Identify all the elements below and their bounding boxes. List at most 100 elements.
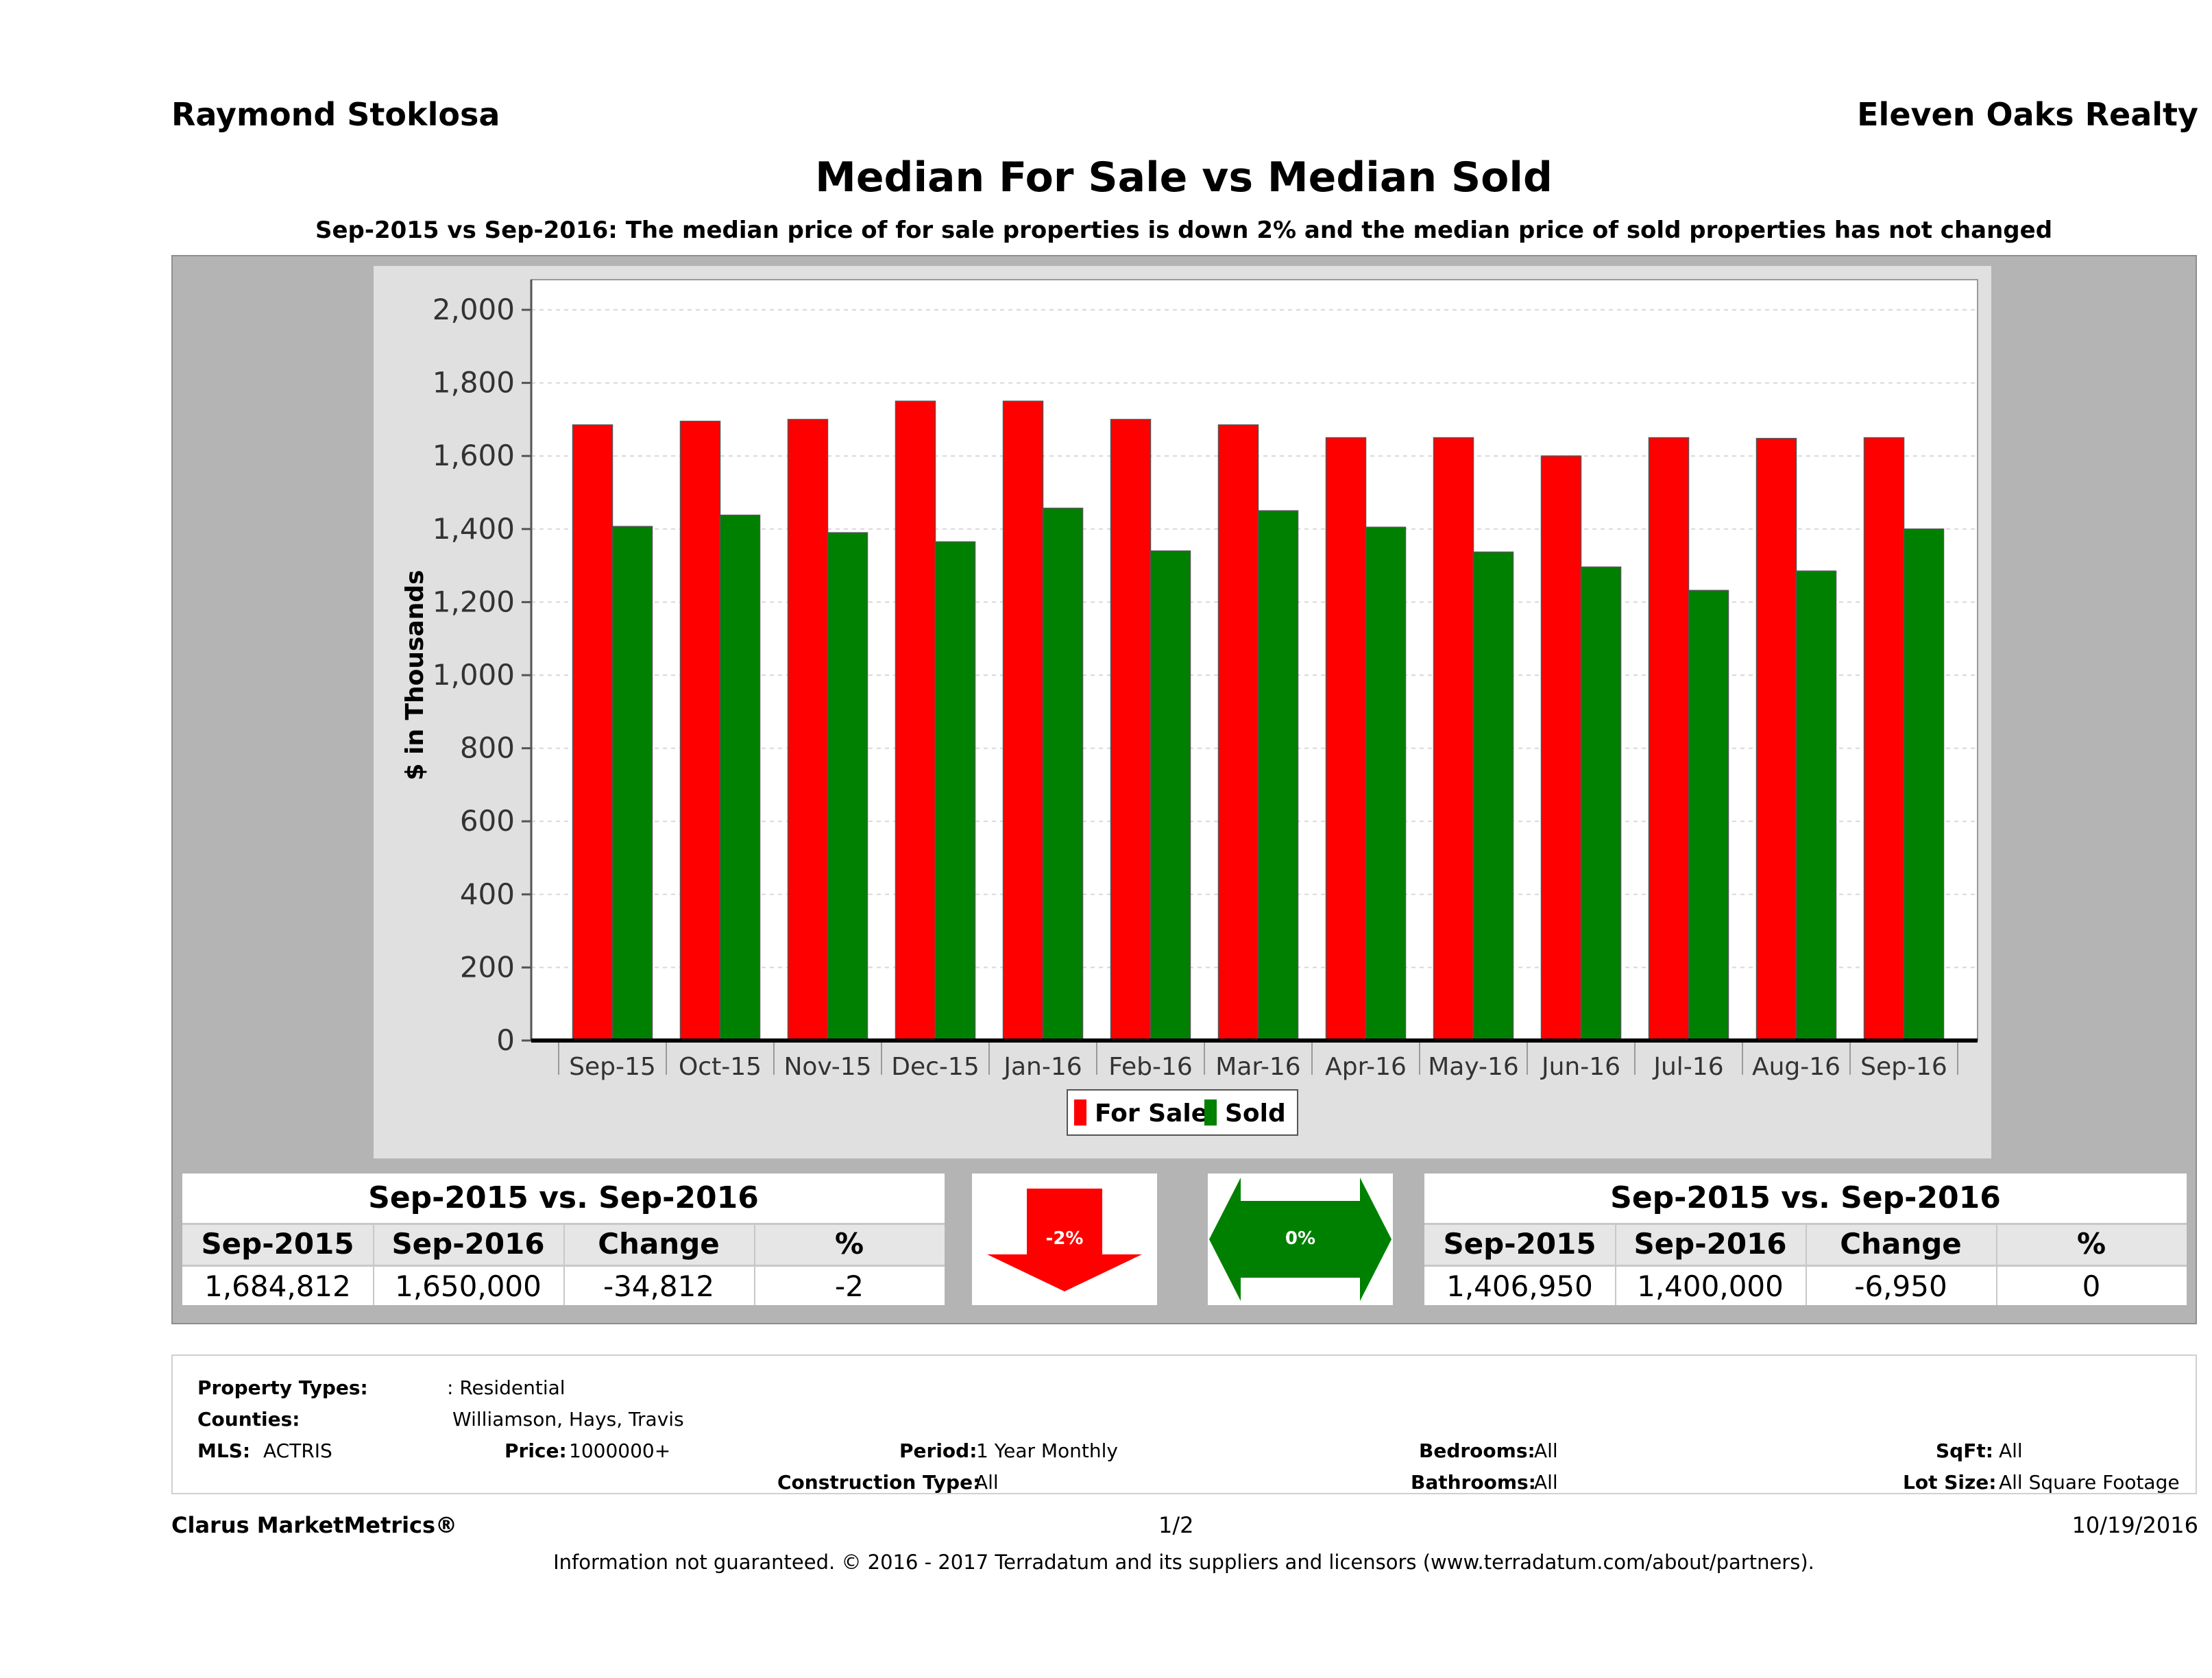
search-criteria-panel: Property Types: : Residential Counties: … bbox=[171, 1354, 2197, 1494]
agent-name: Raymond Stoklosa bbox=[171, 96, 500, 133]
bar-for-sale bbox=[1110, 419, 1152, 1041]
sqft-label: SqFt: bbox=[1936, 1439, 1993, 1462]
mls-label: MLS: bbox=[197, 1439, 251, 1462]
bar-sold bbox=[1580, 566, 1622, 1041]
y-tick-label: 1,000 bbox=[433, 658, 515, 692]
for-sale-val-prev: 1,684,812 bbox=[204, 1269, 351, 1303]
legend-swatch-sold bbox=[1204, 1099, 1217, 1126]
for-sale-stats-heading: Sep-2015 vs. Sep-2016 bbox=[368, 1180, 759, 1215]
period-label: Period: bbox=[899, 1439, 977, 1462]
bar-for-sale bbox=[1217, 424, 1259, 1041]
sold-change-indicator: 0% bbox=[1208, 1174, 1393, 1305]
sold-change-label: 0% bbox=[1285, 1228, 1316, 1249]
bar-sold bbox=[934, 541, 976, 1041]
bar-chart: 0 200 400 600 800 1,000 1,200 1,400 1,600 1,800 2,… bbox=[401, 279, 1978, 1136]
sold-val-prev: 1,406,950 bbox=[1446, 1269, 1593, 1303]
x-tick-label: May-16 bbox=[1428, 1053, 1519, 1081]
report-title: Median For Sale vs Median Sold bbox=[815, 154, 1553, 202]
sold-val-pct: 0 bbox=[2082, 1269, 2101, 1303]
x-tick-label: Feb-16 bbox=[1108, 1053, 1193, 1081]
disclaimer: Information not guaranteed. © 2016 - 201… bbox=[553, 1551, 1814, 1574]
lot-size-label: Lot Size: bbox=[1903, 1471, 1997, 1494]
y-tick-label: 200 bbox=[460, 950, 515, 984]
x-tick-label: Oct-15 bbox=[679, 1053, 762, 1081]
bar-for-sale bbox=[1648, 437, 1690, 1041]
counties-value: Williamson, Hays, Travis bbox=[452, 1408, 684, 1431]
legend-label-for-sale: For Sale bbox=[1095, 1099, 1208, 1128]
bar-for-sale bbox=[1433, 437, 1474, 1041]
sold-stats-heading: Sep-2015 vs. Sep-2016 bbox=[1610, 1180, 2001, 1215]
bedrooms-label: Bedrooms: bbox=[1419, 1439, 1535, 1462]
y-tick-label: 800 bbox=[460, 731, 515, 765]
sold-val-change: -6,950 bbox=[1854, 1269, 1947, 1303]
price-value: 1000000+ bbox=[569, 1439, 671, 1462]
sold-col-change: Change bbox=[1840, 1227, 1962, 1261]
bar-sold bbox=[1042, 507, 1084, 1041]
property-types-value: : Residential bbox=[447, 1376, 566, 1399]
for-sale-col-pct: % bbox=[834, 1227, 864, 1261]
bar-sold bbox=[827, 532, 868, 1041]
property-types-label: Property Types: bbox=[197, 1376, 368, 1399]
x-tick-label: Apr-16 bbox=[1325, 1053, 1407, 1081]
bar-sold bbox=[1688, 589, 1729, 1041]
chart-panel: 0 200 400 600 800 1,000 1,200 1,400 1,600 1,800 2,… bbox=[374, 266, 1991, 1158]
legend-swatch-for-sale bbox=[1074, 1099, 1086, 1126]
legend bbox=[1067, 1089, 1298, 1136]
sold-val-curr: 1,400,000 bbox=[1637, 1269, 1784, 1303]
counties-label: Counties: bbox=[197, 1408, 300, 1431]
double-arrow-icon bbox=[1209, 1178, 1391, 1301]
bathrooms-value: All bbox=[1534, 1471, 1558, 1494]
y-tick-label: 1,200 bbox=[433, 585, 515, 618]
for-sale-stats-box: Sep-2015 vs. Sep-2016 Sep-2015 Sep-2016 … bbox=[182, 1174, 945, 1305]
for-sale-val-curr: 1,650,000 bbox=[395, 1269, 542, 1303]
sold-col-pct: % bbox=[2076, 1227, 2106, 1261]
bathrooms-label: Bathrooms: bbox=[1411, 1471, 1536, 1494]
bedrooms-value: All bbox=[1534, 1439, 1558, 1462]
y-tick-label: 0 bbox=[496, 1023, 515, 1057]
y-tick-label: 1,800 bbox=[433, 366, 515, 400]
for-sale-change-indicator: -2% bbox=[972, 1174, 1157, 1305]
for-sale-change-label: -2% bbox=[1045, 1228, 1084, 1249]
y-tick-label: 1,400 bbox=[433, 512, 515, 546]
x-tick-label: Dec-15 bbox=[891, 1053, 979, 1081]
y-tick-label: 1,600 bbox=[433, 439, 515, 472]
mls-value: ACTRIS bbox=[263, 1439, 332, 1462]
bar-sold bbox=[1257, 510, 1299, 1041]
bar-for-sale bbox=[895, 400, 936, 1041]
y-tick-label: 600 bbox=[460, 804, 515, 838]
brokerage-name: Eleven Oaks Realty bbox=[1857, 96, 2198, 133]
for-sale-val-change: -34,812 bbox=[603, 1269, 715, 1303]
bar-for-sale bbox=[1755, 437, 1797, 1041]
sqft-value: All bbox=[1999, 1439, 2023, 1462]
bar-sold bbox=[1365, 526, 1407, 1041]
report-date: 10/19/2016 bbox=[2071, 1512, 2198, 1538]
sold-stats-box: Sep-2015 vs. Sep-2016 Sep-2015 Sep-2016 … bbox=[1424, 1174, 2187, 1305]
x-tick-label: Sep-16 bbox=[1860, 1053, 1947, 1081]
x-tick-label: Sep-15 bbox=[569, 1053, 656, 1081]
footer-brand: Clarus MarketMetrics® bbox=[171, 1512, 458, 1538]
for-sale-col-change: Change bbox=[598, 1227, 720, 1261]
for-sale-col-prev: Sep-2015 bbox=[201, 1227, 354, 1261]
x-tick-label: Nov-15 bbox=[783, 1053, 871, 1081]
price-label: Price: bbox=[505, 1439, 567, 1462]
page-number: 1/2 bbox=[1158, 1512, 1194, 1538]
bar-for-sale bbox=[1863, 437, 1905, 1041]
x-tick-label: Aug-16 bbox=[1752, 1053, 1840, 1081]
bar-for-sale bbox=[1325, 437, 1367, 1041]
for-sale-col-curr: Sep-2016 bbox=[391, 1227, 545, 1261]
bar-sold bbox=[1150, 550, 1191, 1041]
bar-sold bbox=[1903, 528, 1945, 1041]
y-tick-label: 400 bbox=[460, 877, 515, 911]
down-arrow-icon bbox=[987, 1189, 1142, 1291]
sold-col-curr: Sep-2016 bbox=[1633, 1227, 1787, 1261]
bar-for-sale bbox=[679, 420, 721, 1041]
bar-for-sale bbox=[572, 424, 613, 1041]
x-tick-label: Jan-16 bbox=[1002, 1053, 1082, 1081]
y-axis-label: $ in Thousands bbox=[401, 570, 429, 780]
bar-sold bbox=[1795, 570, 1837, 1041]
for-sale-val-pct: -2 bbox=[835, 1269, 864, 1303]
x-tick-label: Jul-16 bbox=[1652, 1053, 1723, 1081]
lot-size-value: All Square Footage bbox=[1999, 1471, 2180, 1494]
bar-sold bbox=[611, 526, 653, 1041]
bar-sold bbox=[719, 514, 761, 1041]
